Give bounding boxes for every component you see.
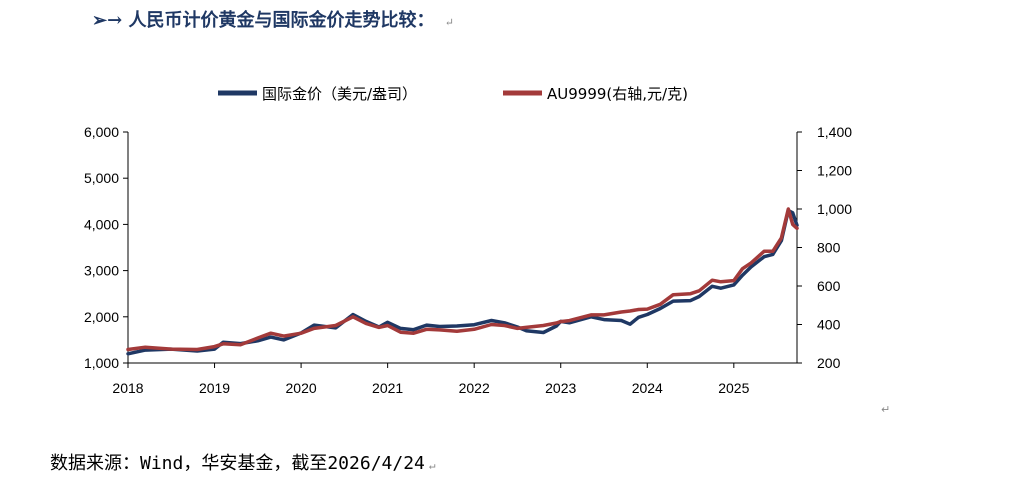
right-tick-label: 1,400 xyxy=(817,124,852,140)
plot-area xyxy=(126,207,799,356)
axes: 1,000 2,000 3,000 4,000 5,000 6,000 200 400 600 8… xyxy=(84,124,852,396)
right-tick-label: 1,200 xyxy=(817,163,852,179)
chart-heading: ➢→ 人民币计价黄金与国际金价走势比较： ↵ xyxy=(92,6,454,32)
x-tick-label: 2019 xyxy=(199,380,230,396)
x-tick-label: 2018 xyxy=(112,380,143,396)
gold-price-chart: 国际金价（美元/盎司） AU9999(右轴,元/克) 1,000 2,000 3,0… xyxy=(84,85,852,396)
x-tick-label: 2023 xyxy=(545,380,576,396)
x-tick-label: 2020 xyxy=(286,380,317,396)
right-tick-label: 1,000 xyxy=(817,201,852,217)
paragraph-mark-icon: ↵ xyxy=(881,403,891,416)
legend: 国际金价（美元/盎司） AU9999(右轴,元/克) xyxy=(218,85,688,103)
right-tick-label: 200 xyxy=(817,355,841,371)
x-tick-label: 2021 xyxy=(372,380,403,396)
left-tick-label: 3,000 xyxy=(84,263,119,279)
heading-prefix: ➢→ xyxy=(92,10,123,31)
left-tick-label: 4,000 xyxy=(84,216,119,232)
right-tick-label: 800 xyxy=(817,240,841,256)
left-tick-label: 1,000 xyxy=(84,355,119,371)
left-tick-label: 5,000 xyxy=(84,170,119,186)
left-tick-label: 2,000 xyxy=(84,309,119,325)
left-tick-label: 6,000 xyxy=(84,124,119,140)
x-tick-label: 2022 xyxy=(459,380,490,396)
x-tick-label: 2024 xyxy=(632,380,663,396)
x-tick-label: 2025 xyxy=(718,380,749,396)
legend-label-au9999: AU9999(右轴,元/克) xyxy=(547,85,688,103)
paragraph-mark-icon: ↵ xyxy=(444,16,454,29)
paragraph-mark-icon: ↵ xyxy=(428,459,436,472)
legend-label-intl-gold: 国际金价（美元/盎司） xyxy=(262,85,417,103)
right-tick-label: 600 xyxy=(817,278,841,294)
right-tick-label: 400 xyxy=(817,317,841,333)
series-line-au9999 xyxy=(126,207,799,352)
heading-text: 人民币计价黄金与国际金价走势比较： xyxy=(128,10,435,31)
source-note: 数据来源：Wind，华安基金，截至2026/4/24 ↵ xyxy=(50,449,436,475)
source-text: 数据来源：Wind，华安基金，截至2026/4/24 xyxy=(50,453,425,474)
